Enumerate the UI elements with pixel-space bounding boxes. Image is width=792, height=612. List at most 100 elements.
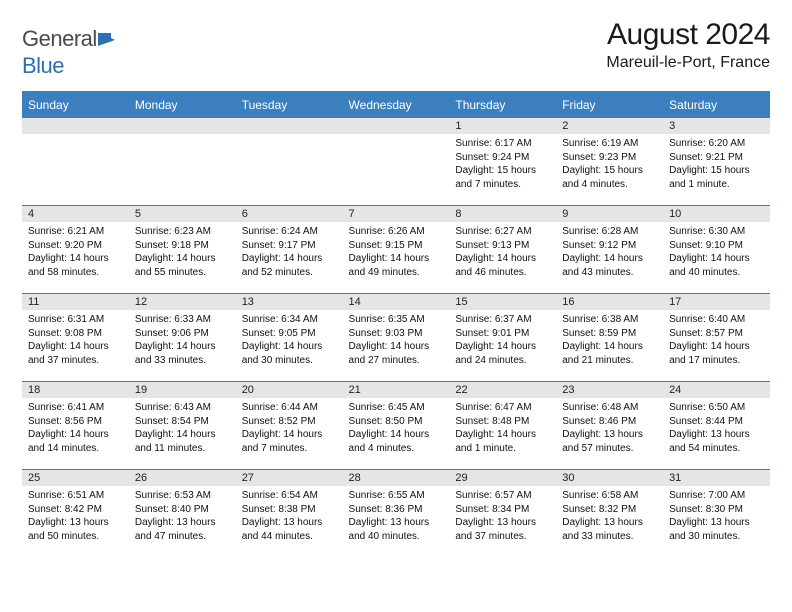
sunset-text: Sunset: 8:30 PM: [669, 503, 764, 517]
sunset-text: Sunset: 9:13 PM: [455, 239, 550, 253]
sunset-text: Sunset: 8:57 PM: [669, 327, 764, 341]
day-number: 25: [22, 470, 129, 486]
day-number: 14: [343, 294, 450, 310]
day-details: Sunrise: 6:27 AMSunset: 9:13 PMDaylight:…: [449, 222, 556, 283]
day-number-empty: [129, 118, 236, 134]
daylight-text: Daylight: 14 hours and 43 minutes.: [562, 252, 657, 279]
day-number: 6: [236, 206, 343, 222]
day-details: Sunrise: 6:38 AMSunset: 8:59 PMDaylight:…: [556, 310, 663, 371]
sunrise-text: Sunrise: 6:45 AM: [349, 401, 444, 415]
daylight-text: Daylight: 14 hours and 52 minutes.: [242, 252, 337, 279]
daylight-text: Daylight: 14 hours and 55 minutes.: [135, 252, 230, 279]
day-number: 16: [556, 294, 663, 310]
daylight-text: Daylight: 13 hours and 47 minutes.: [135, 516, 230, 543]
sunset-text: Sunset: 9:23 PM: [562, 151, 657, 165]
sunrise-text: Sunrise: 6:31 AM: [28, 313, 123, 327]
day-number: 20: [236, 382, 343, 398]
month-title: August 2024: [606, 18, 770, 52]
day-details: Sunrise: 6:35 AMSunset: 9:03 PMDaylight:…: [343, 310, 450, 371]
daylight-text: Daylight: 13 hours and 57 minutes.: [562, 428, 657, 455]
day-number: 23: [556, 382, 663, 398]
day-number: 29: [449, 470, 556, 486]
weekday-tuesday: Tuesday: [236, 92, 343, 118]
sunset-text: Sunset: 9:05 PM: [242, 327, 337, 341]
daylight-text: Daylight: 14 hours and 21 minutes.: [562, 340, 657, 367]
daylight-text: Daylight: 14 hours and 46 minutes.: [455, 252, 550, 279]
weekday-thursday: Thursday: [449, 92, 556, 118]
day-number: 22: [449, 382, 556, 398]
sunrise-text: Sunrise: 6:53 AM: [135, 489, 230, 503]
day-details: Sunrise: 6:33 AMSunset: 9:06 PMDaylight:…: [129, 310, 236, 371]
sunset-text: Sunset: 9:17 PM: [242, 239, 337, 253]
day-number: 5: [129, 206, 236, 222]
calendar-cell: 9Sunrise: 6:28 AMSunset: 9:12 PMDaylight…: [556, 206, 663, 294]
sunset-text: Sunset: 9:20 PM: [28, 239, 123, 253]
calendar-cell: 31Sunrise: 7:00 AMSunset: 8:30 PMDayligh…: [663, 470, 770, 558]
day-number: 12: [129, 294, 236, 310]
day-details: Sunrise: 6:50 AMSunset: 8:44 PMDaylight:…: [663, 398, 770, 459]
day-number: 8: [449, 206, 556, 222]
sunrise-text: Sunrise: 6:50 AM: [669, 401, 764, 415]
weekday-header-row: Sunday Monday Tuesday Wednesday Thursday…: [22, 92, 770, 118]
calendar-cell: 5Sunrise: 6:23 AMSunset: 9:18 PMDaylight…: [129, 206, 236, 294]
day-number: 13: [236, 294, 343, 310]
sunrise-text: Sunrise: 6:44 AM: [242, 401, 337, 415]
calendar-row: 11Sunrise: 6:31 AMSunset: 9:08 PMDayligh…: [22, 294, 770, 382]
calendar-cell: 26Sunrise: 6:53 AMSunset: 8:40 PMDayligh…: [129, 470, 236, 558]
sunset-text: Sunset: 8:40 PM: [135, 503, 230, 517]
sunset-text: Sunset: 8:46 PM: [562, 415, 657, 429]
calendar-cell: 28Sunrise: 6:55 AMSunset: 8:36 PMDayligh…: [343, 470, 450, 558]
day-details: Sunrise: 6:19 AMSunset: 9:23 PMDaylight:…: [556, 134, 663, 195]
calendar-body: 1Sunrise: 6:17 AMSunset: 9:24 PMDaylight…: [22, 118, 770, 558]
day-number: 24: [663, 382, 770, 398]
sunrise-text: Sunrise: 6:27 AM: [455, 225, 550, 239]
daylight-text: Daylight: 15 hours and 1 minute.: [669, 164, 764, 191]
calendar-cell: 2Sunrise: 6:19 AMSunset: 9:23 PMDaylight…: [556, 118, 663, 206]
calendar-cell: 17Sunrise: 6:40 AMSunset: 8:57 PMDayligh…: [663, 294, 770, 382]
sunrise-text: Sunrise: 6:20 AM: [669, 137, 764, 151]
sunset-text: Sunset: 9:18 PM: [135, 239, 230, 253]
daylight-text: Daylight: 14 hours and 33 minutes.: [135, 340, 230, 367]
day-number-empty: [22, 118, 129, 134]
calendar-cell: 23Sunrise: 6:48 AMSunset: 8:46 PMDayligh…: [556, 382, 663, 470]
day-number: 15: [449, 294, 556, 310]
sunrise-text: Sunrise: 6:55 AM: [349, 489, 444, 503]
weekday-wednesday: Wednesday: [343, 92, 450, 118]
sunrise-text: Sunrise: 6:37 AM: [455, 313, 550, 327]
daylight-text: Daylight: 14 hours and 30 minutes.: [242, 340, 337, 367]
day-details: Sunrise: 6:57 AMSunset: 8:34 PMDaylight:…: [449, 486, 556, 547]
sunrise-text: Sunrise: 6:28 AM: [562, 225, 657, 239]
sunset-text: Sunset: 9:24 PM: [455, 151, 550, 165]
calendar-cell: [22, 118, 129, 206]
sunset-text: Sunset: 9:03 PM: [349, 327, 444, 341]
calendar-cell: 25Sunrise: 6:51 AMSunset: 8:42 PMDayligh…: [22, 470, 129, 558]
sunset-text: Sunset: 9:06 PM: [135, 327, 230, 341]
day-number: 3: [663, 118, 770, 134]
day-number: 28: [343, 470, 450, 486]
calendar-cell: 24Sunrise: 6:50 AMSunset: 8:44 PMDayligh…: [663, 382, 770, 470]
calendar-cell: 1Sunrise: 6:17 AMSunset: 9:24 PMDaylight…: [449, 118, 556, 206]
day-details: Sunrise: 6:53 AMSunset: 8:40 PMDaylight:…: [129, 486, 236, 547]
sunrise-text: Sunrise: 6:58 AM: [562, 489, 657, 503]
daylight-text: Daylight: 13 hours and 50 minutes.: [28, 516, 123, 543]
daylight-text: Daylight: 14 hours and 1 minute.: [455, 428, 550, 455]
sunset-text: Sunset: 9:10 PM: [669, 239, 764, 253]
sunrise-text: Sunrise: 7:00 AM: [669, 489, 764, 503]
calendar-cell: 19Sunrise: 6:43 AMSunset: 8:54 PMDayligh…: [129, 382, 236, 470]
daylight-text: Daylight: 14 hours and 40 minutes.: [669, 252, 764, 279]
sunrise-text: Sunrise: 6:19 AM: [562, 137, 657, 151]
calendar-row: 25Sunrise: 6:51 AMSunset: 8:42 PMDayligh…: [22, 470, 770, 558]
sunset-text: Sunset: 9:12 PM: [562, 239, 657, 253]
day-details: Sunrise: 6:43 AMSunset: 8:54 PMDaylight:…: [129, 398, 236, 459]
calendar-cell: 13Sunrise: 6:34 AMSunset: 9:05 PMDayligh…: [236, 294, 343, 382]
daylight-text: Daylight: 14 hours and 24 minutes.: [455, 340, 550, 367]
daylight-text: Daylight: 13 hours and 37 minutes.: [455, 516, 550, 543]
sunset-text: Sunset: 9:08 PM: [28, 327, 123, 341]
day-details: Sunrise: 6:23 AMSunset: 9:18 PMDaylight:…: [129, 222, 236, 283]
calendar-cell: 10Sunrise: 6:30 AMSunset: 9:10 PMDayligh…: [663, 206, 770, 294]
sunrise-text: Sunrise: 6:57 AM: [455, 489, 550, 503]
sunset-text: Sunset: 8:36 PM: [349, 503, 444, 517]
logo-text: GeneralBlue: [22, 26, 117, 79]
day-details: Sunrise: 6:55 AMSunset: 8:36 PMDaylight:…: [343, 486, 450, 547]
calendar-cell: 22Sunrise: 6:47 AMSunset: 8:48 PMDayligh…: [449, 382, 556, 470]
